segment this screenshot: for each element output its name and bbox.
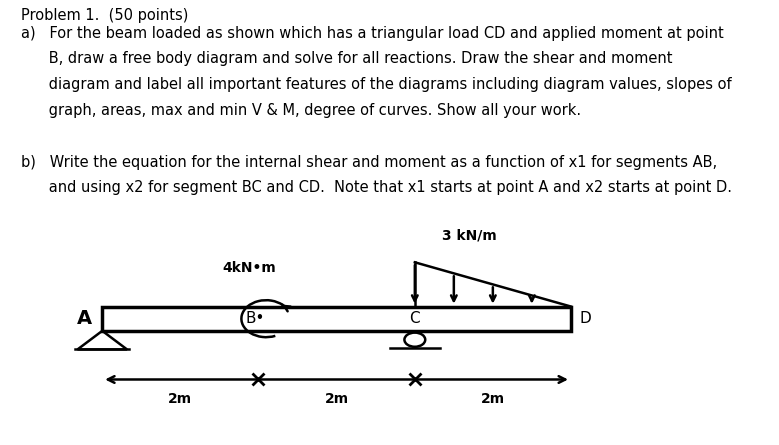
Text: 2m: 2m [325,392,349,406]
Text: B•: B• [245,311,265,326]
Text: diagram and label all important features of the diagrams including diagram value: diagram and label all important features… [21,77,731,92]
Text: 3 kN/m: 3 kN/m [442,228,497,243]
Text: b)   Write the equation for the internal shear and moment as a function of x1 fo: b) Write the equation for the internal s… [21,155,717,170]
Text: Problem 1.  (50 points): Problem 1. (50 points) [21,8,189,23]
Text: 2m: 2m [481,392,505,406]
Text: 4kN•m: 4kN•m [223,261,277,275]
Text: A: A [76,309,92,328]
Text: C: C [410,311,420,326]
Text: 2m: 2m [168,392,192,406]
Text: D: D [580,311,591,326]
Text: graph, areas, max and min V & M, degree of curves. Show all your work.: graph, areas, max and min V & M, degree … [21,103,581,117]
Text: B, draw a free body diagram and solve for all reactions. Draw the shear and mome: B, draw a free body diagram and solve fo… [21,51,672,66]
Text: a)   For the beam loaded as shown which has a triangular load CD and applied mom: a) For the beam loaded as shown which ha… [21,26,724,40]
Text: and using x2 for segment BC and CD.  Note that x1 starts at point A and x2 start: and using x2 for segment BC and CD. Note… [21,181,732,195]
Polygon shape [102,307,571,331]
